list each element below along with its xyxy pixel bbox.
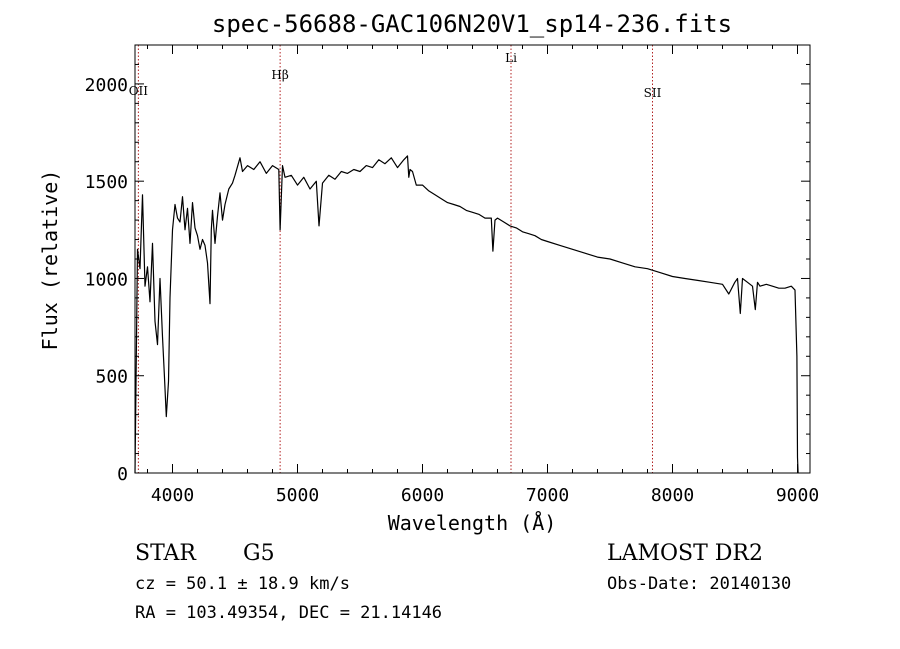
y-axis: 0 500 1000 1500 2000 [85, 44, 810, 485]
x-axis: 4000 5000 6000 7000 8000 9000 [147, 45, 819, 506]
chart-title: spec-56688-GAC106N20V1_sp14-236.fits [212, 10, 732, 38]
x-tick-label-3: 7000 [526, 485, 569, 506]
x-tick-label-1: 5000 [276, 485, 319, 506]
spectral-line-label-0: OII [129, 84, 149, 98]
y-tick-label-0: 0 [117, 464, 128, 485]
object-subclass: G5 [243, 541, 275, 566]
x-axis-label: Wavelength (Å) [388, 511, 557, 535]
spectral-line-markers: OII Hβ Li SII [129, 45, 662, 473]
spectrum-trace [134, 155, 799, 474]
sky-coordinates: RA = 103.49354, DEC = 21.14146 [135, 603, 443, 623]
y-tick-label-4: 2000 [85, 75, 128, 96]
y-axis-label: Flux (relative) [38, 170, 62, 351]
object-class: STAR [135, 541, 196, 566]
spectral-line-label-1: Hβ [271, 68, 288, 82]
x-tick-label-0: 4000 [151, 485, 194, 506]
plot-frame [134, 44, 811, 474]
spectrum-line [134, 155, 799, 474]
survey-name: LAMOST DR2 [607, 541, 763, 566]
x-tick-label-5: 9000 [776, 485, 819, 506]
x-tick-label-4: 8000 [651, 485, 694, 506]
x-tick-label-2: 6000 [401, 485, 444, 506]
radial-velocity: cz = 50.1 ± 18.9 km/s [135, 574, 350, 594]
observation-date: Obs-Date: 20140130 [607, 574, 792, 594]
y-tick-label-2: 1000 [85, 269, 128, 290]
spectral-line-label-2: Li [505, 51, 517, 65]
y-tick-label-1: 500 [95, 367, 128, 388]
spectral-line-label-3: SII [644, 86, 662, 100]
y-tick-label-3: 1500 [85, 172, 128, 193]
